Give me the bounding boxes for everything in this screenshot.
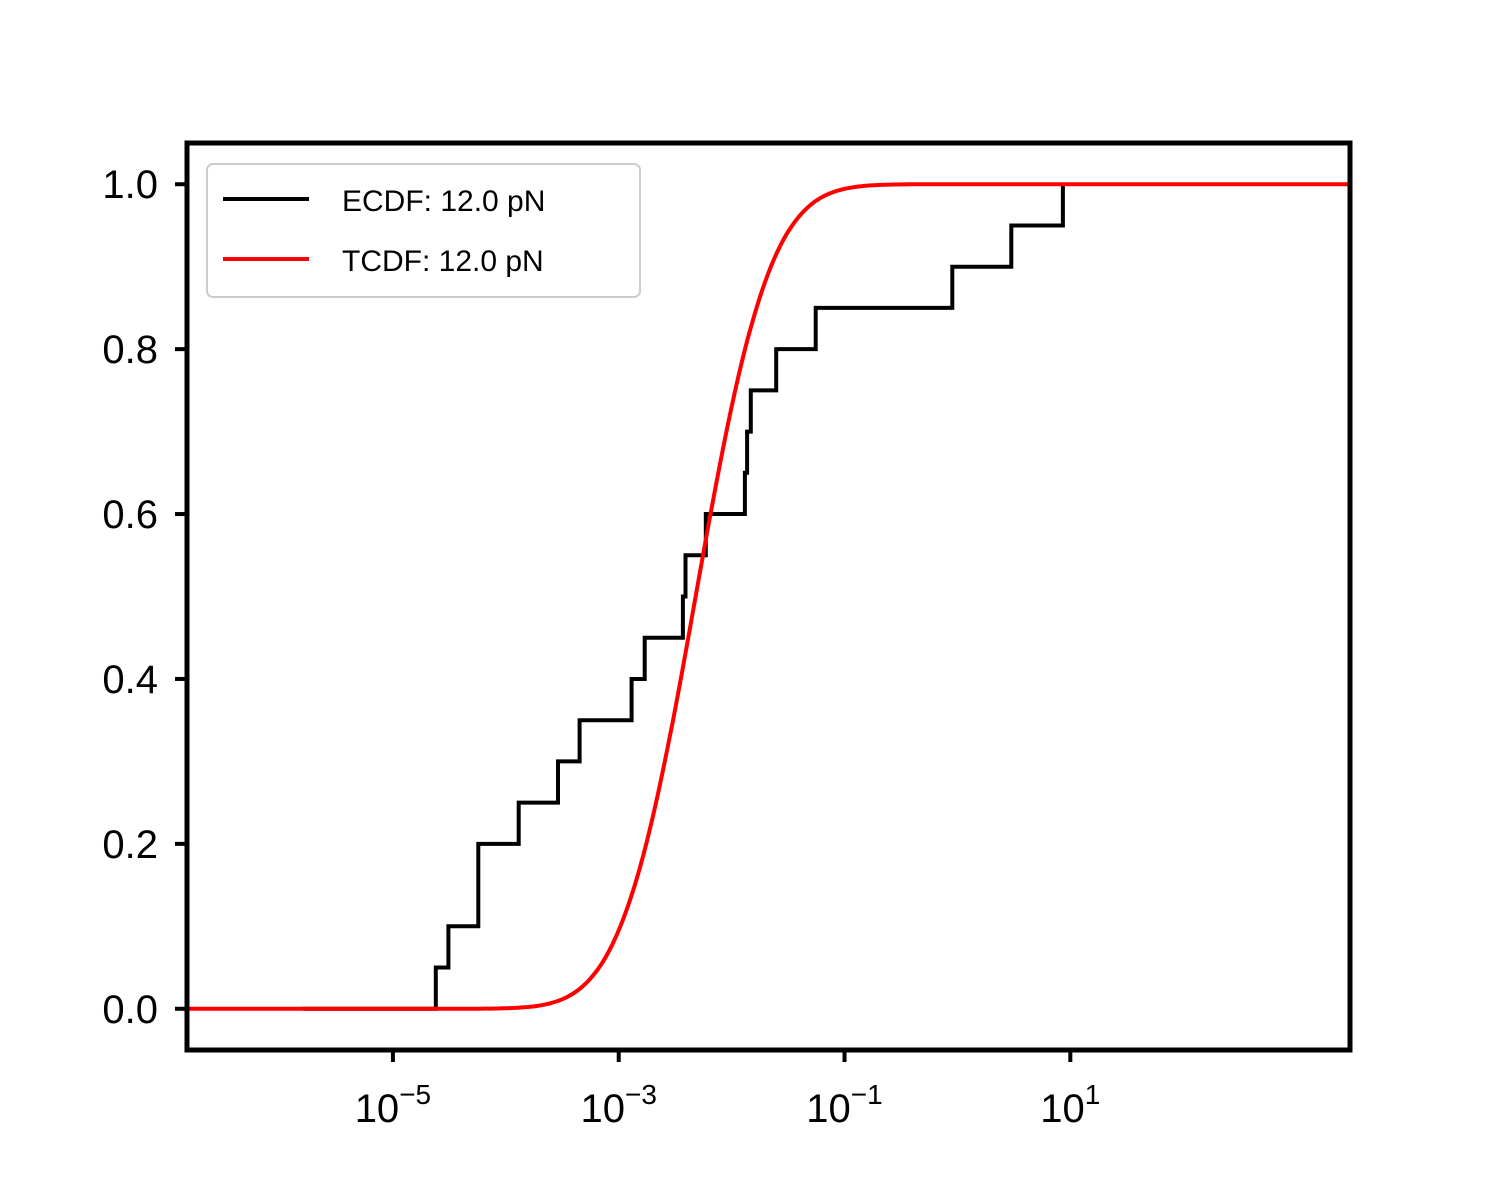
y-tick-label: 0.6 bbox=[102, 493, 158, 537]
tcdf-series-line bbox=[187, 182, 1350, 1011]
x-tick-label: 101 bbox=[1040, 1079, 1100, 1131]
y-axis: 0.0 0.2 0.4 0.6 0.8 1.0 bbox=[102, 163, 187, 1032]
y-tick-label: 0.8 bbox=[102, 328, 158, 372]
ecdf-series-line bbox=[303, 184, 1065, 1011]
legend-label-tcdf: TCDF: 12.0 pN bbox=[342, 245, 544, 278]
legend-box bbox=[206, 163, 641, 298]
x-axis: 10−5 10−3 10−1 101 bbox=[355, 1050, 1100, 1131]
x-tick-label: 10−1 bbox=[806, 1079, 882, 1131]
x-tick-label: 10−3 bbox=[581, 1079, 657, 1131]
x-tick-label: 10−5 bbox=[355, 1079, 431, 1131]
y-tick-label: 0.0 bbox=[102, 988, 158, 1032]
y-tick-label: 0.4 bbox=[102, 658, 158, 702]
plot-frame bbox=[184, 140, 1353, 1053]
y-tick-label: 1.0 bbox=[102, 163, 158, 207]
y-tick-label: 0.2 bbox=[102, 823, 158, 867]
legend-label-ecdf: ECDF: 12.0 pN bbox=[342, 185, 545, 218]
legend: ECDF: 12.0 pN TCDF: 12.0 pN bbox=[206, 163, 641, 298]
plot-curves bbox=[187, 182, 1350, 1011]
